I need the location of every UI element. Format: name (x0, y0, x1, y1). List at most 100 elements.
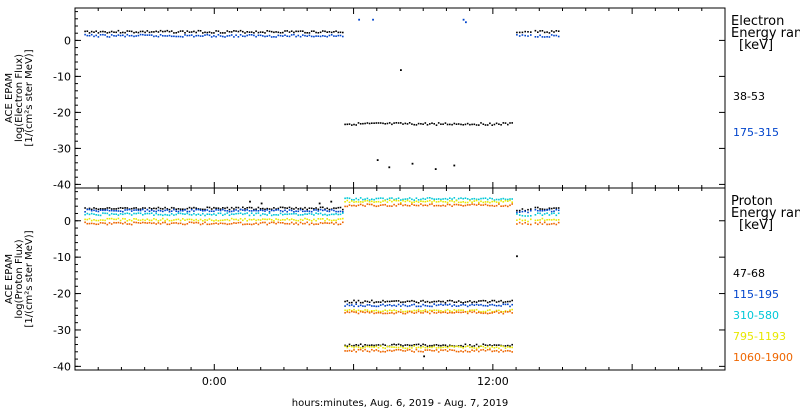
proton-point-0 (377, 344, 380, 346)
electron-point-0 (250, 31, 253, 33)
proton-point-3 (480, 311, 482, 313)
electron-point-1 (137, 34, 140, 37)
proton-point-4 (489, 204, 491, 207)
proton-point-2 (375, 197, 378, 200)
proton-point-1 (213, 210, 215, 213)
proton-point-1 (393, 304, 395, 307)
proton-point-3 (351, 200, 353, 202)
proton-point-3 (348, 345, 351, 347)
proton-point-4 (375, 205, 378, 208)
proton-point-2 (493, 199, 496, 201)
proton-point-2 (193, 212, 195, 215)
electron-point-1 (128, 35, 131, 37)
proton-point-2 (306, 213, 308, 215)
proton-point-2 (462, 197, 464, 200)
proton-point-3 (88, 217, 91, 220)
proton-point-1 (168, 210, 171, 213)
proton-point-4 (550, 223, 553, 225)
electron-point-1 (259, 34, 262, 37)
proton-point-0 (555, 207, 558, 209)
electron-point-1 (317, 35, 320, 37)
proton-point-2 (297, 214, 300, 216)
proton-point-1 (130, 210, 133, 212)
proton-point-0 (108, 207, 111, 209)
proton-point-0 (395, 300, 398, 302)
proton-point-3 (453, 309, 456, 311)
proton-point-1 (282, 210, 284, 213)
electron-point-0 (233, 30, 235, 32)
proton-point-3 (482, 201, 485, 204)
proton-point-2 (222, 214, 224, 216)
proton-point-4 (344, 312, 346, 314)
proton-point-3 (86, 218, 89, 221)
electron-point-1 (119, 34, 122, 37)
electron-point-1 (550, 34, 553, 36)
electron-legend-entry: 175-315 (733, 126, 779, 139)
electron-point-1 (465, 21, 467, 24)
proton-point-0 (144, 207, 146, 209)
proton-point-3 (446, 201, 449, 204)
proton-point-1 (500, 305, 502, 307)
proton-point-0 (339, 206, 342, 209)
proton-point-0 (423, 355, 426, 358)
proton-point-0 (259, 208, 262, 210)
proton-point-0 (284, 207, 286, 209)
proton-point-0 (226, 206, 229, 209)
proton-point-2 (406, 198, 409, 200)
proton-point-0 (453, 301, 456, 303)
proton-point-3 (379, 345, 382, 347)
electron-point-0 (504, 122, 507, 124)
proton-point-2 (502, 197, 505, 200)
proton-point-3 (355, 200, 357, 203)
electron-point-1 (546, 36, 548, 38)
electron-point-0 (489, 122, 491, 125)
proton-point-1 (511, 303, 513, 306)
proton-point-3 (230, 217, 233, 220)
proton-point-0 (473, 300, 476, 303)
electron-point-0 (344, 123, 346, 126)
proton-point-3 (473, 309, 476, 311)
electron-point-0 (402, 123, 404, 125)
proton-point-4 (259, 222, 262, 224)
proton-point-2 (313, 214, 315, 216)
proton-point-3 (426, 200, 429, 202)
proton-point-4 (266, 223, 268, 226)
proton-point-1 (148, 210, 151, 212)
proton-point-0 (157, 206, 160, 209)
proton-point-2 (219, 212, 222, 215)
proton-point-4 (495, 310, 498, 313)
proton-point-1 (102, 209, 104, 212)
proton-point-3 (377, 346, 380, 349)
electron-point-0 (557, 30, 560, 32)
proton-point-0 (135, 207, 137, 209)
proton-point-3 (368, 200, 371, 203)
proton-point-4 (113, 221, 115, 224)
proton-point-0 (478, 345, 480, 348)
proton-legend-title-line: [keV] (739, 218, 773, 233)
proton-point-4 (484, 312, 487, 314)
electron-point-1 (534, 36, 537, 38)
proton-point-2 (555, 214, 558, 217)
proton-point-4 (351, 310, 353, 313)
proton-point-4 (148, 221, 151, 224)
proton-point-4 (491, 312, 493, 314)
proton-point-0 (440, 344, 442, 347)
proton-point-4 (175, 222, 177, 224)
proton-point-2 (491, 197, 493, 200)
proton-point-0 (433, 344, 435, 346)
proton-point-3 (335, 219, 337, 222)
proton-point-4 (133, 221, 135, 224)
electron-point-1 (117, 34, 120, 36)
electron-point-0 (246, 31, 248, 33)
proton-point-4 (226, 223, 229, 226)
proton-point-3 (357, 309, 360, 312)
proton-point-2 (184, 213, 186, 215)
proton-point-4 (295, 222, 297, 224)
proton-point-0 (110, 208, 113, 210)
proton-point-0 (437, 300, 440, 302)
proton-point-3 (270, 219, 273, 221)
proton-point-2 (93, 213, 95, 215)
proton-ytick-label: -10 (53, 251, 71, 264)
proton-point-0 (249, 200, 251, 203)
electron-point-1 (99, 34, 102, 36)
